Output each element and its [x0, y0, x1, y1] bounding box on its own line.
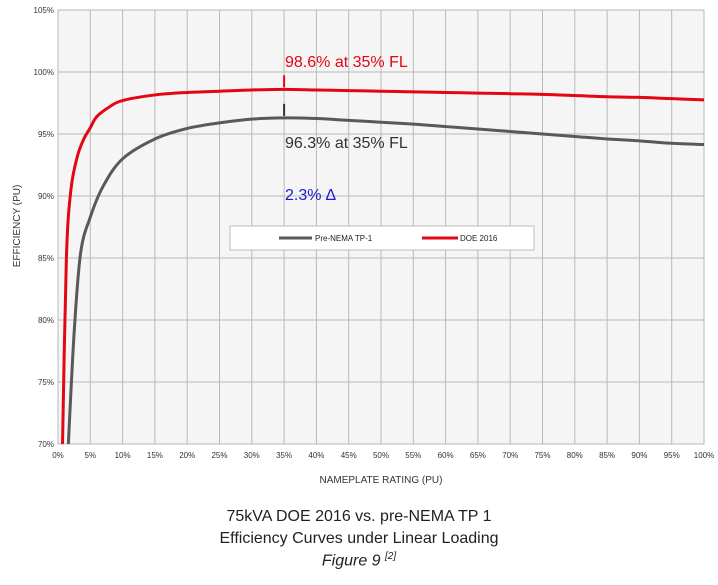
figure-label: Figure 9 [321, 552, 385, 570]
x-tick-label: 40% [308, 451, 324, 460]
y-tick-label: 105% [34, 6, 54, 15]
x-tick-label: 95% [664, 451, 680, 460]
caption-line-2: Efficiency Curves under Linear Loading [219, 530, 499, 547]
y-tick-label: 90% [38, 192, 54, 201]
y-tick-label: 80% [38, 316, 54, 325]
x-tick-label: 100% [694, 451, 714, 460]
x-tick-label: 50% [373, 451, 389, 460]
x-tick-label: 85% [599, 451, 615, 460]
x-tick-label: 20% [179, 451, 195, 460]
x-tick-label: 25% [211, 451, 227, 460]
x-tick-label: 55% [405, 451, 421, 460]
y-tick-label: 85% [38, 254, 54, 263]
tp1-peak-annotation: 96.3% at 35% FL [285, 135, 408, 152]
x-tick-label: 0% [52, 451, 64, 460]
x-tick-label: 10% [115, 451, 131, 460]
x-tick-label: 30% [244, 451, 260, 460]
legend-label-doe-2016: DOE 2016 [460, 234, 498, 243]
series-line-0 [66, 116, 705, 445]
figure-caption: Figure 9 [2] [0, 551, 718, 570]
legend: Pre-NEMA TP-1 DOE 2016 [229, 225, 535, 251]
x-tick-label: 35% [276, 451, 292, 460]
x-tick-label: 5% [85, 451, 97, 460]
efficiency-chart: 0% 5% 10% 15% 20% 25% 30% 35% 40% 45% 50% 55% 60% 65%… [12, 6, 714, 486]
y-tick-label: 70% [38, 440, 54, 449]
x-tick-label: 70% [502, 451, 518, 460]
x-tick-label: 75% [534, 451, 550, 460]
x-tick-label: 90% [631, 451, 647, 460]
doe-peak-annotation: 98.6% at 35% FL [285, 54, 408, 71]
x-tick-label: 15% [147, 451, 163, 460]
y-tick-label: 95% [38, 130, 54, 139]
legend-label-pre-nema: Pre-NEMA TP-1 [315, 234, 373, 243]
x-axis-label: NAMEPLATE RATING (PU) [320, 475, 443, 486]
y-axis-ticks: 70% 75% 80% 85% 90% 95% 100% 105% [34, 6, 54, 449]
y-tick-label: 75% [38, 378, 54, 387]
caption-line-1: 75kVA DOE 2016 vs. pre-NEMA TP 1 [226, 508, 492, 525]
series-lines [61, 87, 705, 445]
y-axis-label: EFFICIENCY (PU) [12, 185, 23, 268]
x-tick-label: 45% [341, 451, 357, 460]
series-line-1 [61, 87, 705, 445]
y-tick-label: 100% [34, 68, 54, 77]
figure-reference: [2] [385, 551, 397, 562]
x-tick-label: 65% [470, 451, 486, 460]
x-tick-label: 60% [438, 451, 454, 460]
x-tick-label: 80% [567, 451, 583, 460]
x-axis-ticks: 0% 5% 10% 15% 20% 25% 30% 35% 40% 45% 50% 55% 60% 65%… [52, 451, 714, 460]
delta-annotation: 2.3% ∆ [285, 187, 336, 204]
